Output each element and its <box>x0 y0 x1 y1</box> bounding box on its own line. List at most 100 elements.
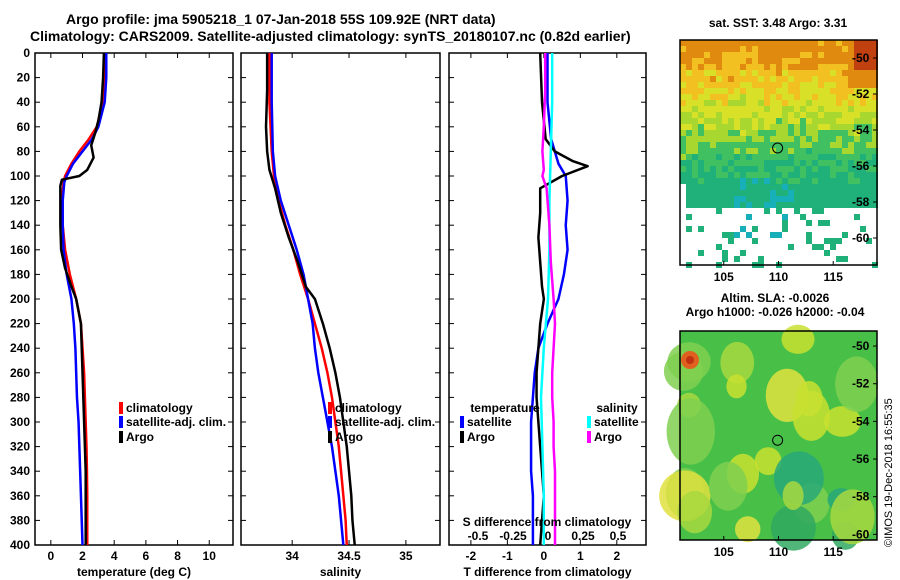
sst-cell <box>770 76 776 82</box>
sst-cell <box>746 148 752 154</box>
sst-cell <box>704 190 710 196</box>
sst-cell <box>710 82 716 88</box>
sst-cell <box>848 46 854 52</box>
sst-cell <box>788 124 794 130</box>
series-line-temperature-satellite <box>529 53 569 545</box>
sst-cell <box>770 82 776 88</box>
sst-cell <box>794 154 800 160</box>
sst-cell <box>776 124 782 130</box>
sst-cell <box>800 100 806 106</box>
legend-climatology-label: climatology <box>335 401 402 415</box>
sst-cell <box>734 178 740 184</box>
sst-cell <box>830 148 836 154</box>
y-tick-label: 400 <box>10 538 30 552</box>
sst-cell <box>704 94 710 100</box>
sst-cell <box>716 82 722 88</box>
sst-cell <box>842 196 848 202</box>
y-tick-label: 40 <box>17 95 31 109</box>
sst-cell <box>770 88 776 94</box>
sst-cell <box>830 58 836 64</box>
sst-cell <box>836 112 842 118</box>
sst-cell <box>728 160 734 166</box>
sst-cell <box>818 142 824 148</box>
sst-cell <box>788 52 794 58</box>
sst-cell <box>776 136 782 142</box>
secondary-x-tick-label: 0.25 <box>571 529 595 543</box>
sst-cell <box>740 76 746 82</box>
sst-cell <box>824 148 830 154</box>
sst-cell <box>782 40 788 46</box>
figure-title-line-2: Climatology: CARS2009. Satellite-adjuste… <box>30 28 631 44</box>
sst-cell <box>818 136 824 142</box>
sst-cell <box>812 154 818 160</box>
sst-cell <box>770 136 776 142</box>
sst-cell <box>860 82 866 88</box>
sst-cell <box>764 52 770 58</box>
sst-cell <box>812 40 818 46</box>
sst-cell <box>734 184 740 190</box>
sst-cell <box>836 148 842 154</box>
sst-cell <box>776 190 782 196</box>
sst-cell <box>770 124 776 130</box>
sst-cell <box>848 130 854 136</box>
sst-cell <box>872 166 878 172</box>
sst-cell <box>722 142 728 148</box>
sst-cell <box>734 202 740 208</box>
sst-cell <box>788 142 794 148</box>
sst-cell <box>854 142 860 148</box>
sst-cell <box>746 142 752 148</box>
sst-cell <box>692 106 698 112</box>
sst-cell <box>758 82 764 88</box>
sst-cell <box>716 88 722 94</box>
sst-cell <box>746 130 752 136</box>
sst-cell <box>776 202 782 208</box>
sst-cell <box>770 196 776 202</box>
sst-cell <box>812 172 818 178</box>
sst-cell <box>818 166 824 172</box>
x-tick-label: 1 <box>577 549 584 563</box>
sst-cell <box>770 64 776 70</box>
sst-cell <box>854 178 860 184</box>
sst-cell <box>680 136 686 142</box>
sst-cell <box>818 76 824 82</box>
legend-sal-argo-label: Argo <box>594 430 622 444</box>
sst-cell <box>818 184 824 190</box>
sst-cell <box>704 118 710 124</box>
sst-cell <box>836 238 842 244</box>
sst-cell <box>770 52 776 58</box>
sst-cell <box>836 76 842 82</box>
sst-cell <box>764 64 770 70</box>
sst-cell <box>872 154 878 160</box>
sst-cell <box>860 184 866 190</box>
sst-cell <box>818 118 824 124</box>
sst-cell <box>716 202 722 208</box>
sst-cell <box>728 124 734 130</box>
sst-cell <box>836 70 842 76</box>
sst-cell <box>860 178 866 184</box>
sst-cell <box>722 52 728 58</box>
sst-cell <box>794 124 800 130</box>
sst-cell <box>824 76 830 82</box>
sst-cell <box>752 196 758 202</box>
sst-cell <box>866 166 872 172</box>
sst-cell <box>752 88 758 94</box>
sst-cell <box>842 130 848 136</box>
sst-cell <box>722 124 728 130</box>
sst-cell <box>848 142 854 148</box>
map-y-tick-label: -56 <box>852 452 870 466</box>
sst-cell <box>722 184 728 190</box>
sst-cell <box>746 70 752 76</box>
sst-cell <box>860 58 866 64</box>
sst-cell <box>758 148 764 154</box>
sst-cell <box>800 58 806 64</box>
sst-cell <box>830 94 836 100</box>
sst-cell <box>788 190 794 196</box>
sst-cell <box>752 94 758 100</box>
sst-cell <box>794 178 800 184</box>
sla-blob <box>781 324 815 354</box>
sst-cell <box>782 106 788 112</box>
sst-cell <box>794 94 800 100</box>
secondary-x-tick-label: -0.25 <box>499 529 527 543</box>
sst-cell <box>764 76 770 82</box>
